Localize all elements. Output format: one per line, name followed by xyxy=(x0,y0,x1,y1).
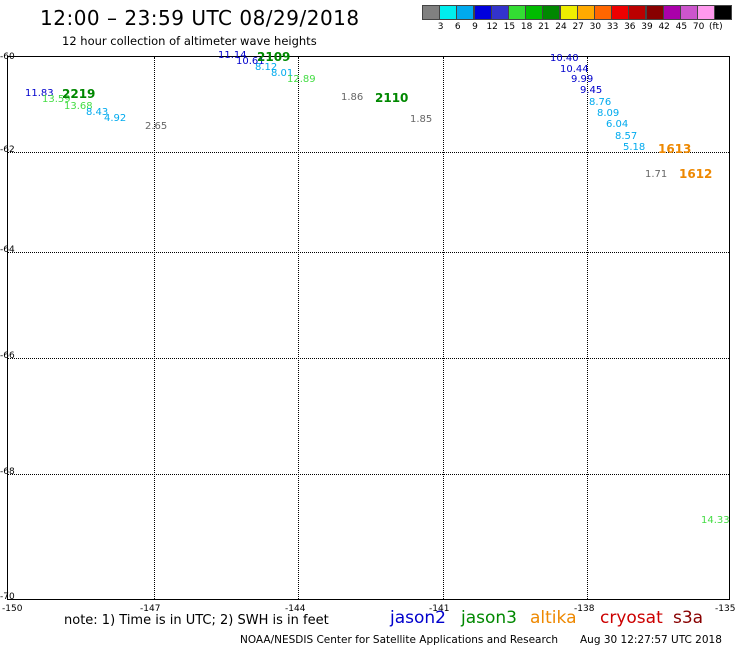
lon-label: -144 xyxy=(285,604,306,614)
legend-label: 70 xyxy=(692,22,705,32)
satellite-jason3: jason3 xyxy=(461,608,517,628)
swh-observation: 9.45 xyxy=(580,85,603,96)
legend-swatch xyxy=(490,5,509,20)
legend-label: 12 xyxy=(486,22,498,32)
swh-observation: 9.99 xyxy=(571,74,594,85)
grid-line-lon xyxy=(587,57,588,599)
swh-observation: 8.01 xyxy=(271,68,294,79)
lon-label: -138 xyxy=(574,604,595,614)
grid-line-lat xyxy=(8,152,729,153)
swh-observation: 1.86 xyxy=(341,92,364,103)
swh-observation: 8.43 xyxy=(86,107,109,118)
legend-label: 21 xyxy=(538,22,550,32)
legend-label: 42 xyxy=(658,22,670,32)
legend-label: 18 xyxy=(520,22,533,32)
legend-label: 45 xyxy=(675,22,688,32)
swh-observation: 8.76 xyxy=(589,97,612,108)
legend-label: 39 xyxy=(641,22,653,32)
swh-observation: 13.59 xyxy=(42,94,71,105)
page-title: 12:00 – 23:59 UTC 08/29/2018 xyxy=(40,6,360,30)
swh-observation: 5.18 xyxy=(623,142,646,153)
legend-swatch xyxy=(628,5,647,20)
map-frame xyxy=(7,56,730,600)
footer-note: note: 1) Time is in UTC; 2) SWH is in fe… xyxy=(64,613,329,628)
legend-swatch xyxy=(697,5,716,20)
lat-label: -68 xyxy=(0,467,15,477)
legend-label: 27 xyxy=(572,22,584,32)
legend-swatch xyxy=(508,5,526,20)
swh-observation: 14.33 xyxy=(701,515,730,526)
legend-label: 15 xyxy=(503,22,516,32)
swh-observation: 13.68 xyxy=(64,101,93,112)
swh-observation: 10.44 xyxy=(560,64,589,75)
satellite-cryosat: cryosat xyxy=(600,608,663,628)
swh-observation: 10.61 xyxy=(236,56,265,67)
pass-number: 2110 xyxy=(375,91,409,105)
legend-swatch xyxy=(662,5,681,20)
satellite-altika: altika xyxy=(530,608,577,628)
lat-label: -62 xyxy=(0,145,15,155)
swh-observation: 12.89 xyxy=(287,74,316,85)
legend-label: 36 xyxy=(624,22,636,32)
swh-observation: 1.71 xyxy=(645,169,668,180)
lat-label: -60 xyxy=(0,52,15,62)
legend-swatch xyxy=(525,5,544,20)
legend-label: 24 xyxy=(555,22,567,32)
lat-label: -64 xyxy=(0,245,15,255)
lon-label: -135 xyxy=(715,604,736,614)
satellite-jason2: jason2 xyxy=(390,608,446,628)
swh-observation: 11.14 xyxy=(218,50,247,61)
swh-observation: 11.83 xyxy=(25,88,54,99)
swh-observation: 8.12 xyxy=(255,62,278,73)
grid-line-lon xyxy=(154,57,155,599)
legend-swatch xyxy=(714,5,733,20)
legend-swatch xyxy=(456,5,475,20)
legend-swatch xyxy=(645,5,664,20)
legend-swatch xyxy=(439,5,458,20)
legend-label: 6 xyxy=(454,22,461,32)
pass-number: 1612 xyxy=(679,167,713,181)
swh-observation: 10.40 xyxy=(550,53,579,64)
lon-label: -147 xyxy=(140,604,161,614)
satellite-s3a: s3a xyxy=(673,608,704,628)
swh-observation: 1.85 xyxy=(410,114,433,125)
lon-label: -141 xyxy=(429,604,450,614)
pass-number: 1613 xyxy=(658,142,692,156)
legend-label: 33 xyxy=(606,22,619,32)
legend-swatch xyxy=(542,5,561,20)
timestamp: Aug 30 12:27:57 UTC 2018 xyxy=(580,634,722,646)
grid-line-lat xyxy=(8,474,729,475)
legend-swatch xyxy=(680,5,698,20)
swh-observation: 6.04 xyxy=(606,119,629,130)
grid-line-lat xyxy=(8,252,729,253)
legend-label: 9 xyxy=(472,22,478,32)
legend-swatch xyxy=(559,5,578,20)
swh-observation: 2.65 xyxy=(145,121,168,132)
legend-swatch xyxy=(594,5,612,20)
grid-line-lon xyxy=(298,57,299,599)
swh-observation: 4.92 xyxy=(104,113,127,124)
pass-number: 2109 xyxy=(257,50,291,64)
credit-line: NOAA/NESDIS Center for Satellite Applica… xyxy=(240,634,558,646)
grid-line-lon xyxy=(443,57,444,599)
legend-label: 3 xyxy=(437,22,444,32)
lat-label: -66 xyxy=(0,351,15,361)
page-subtitle: 12 hour collection of altimeter wave hei… xyxy=(62,34,317,48)
legend-label: (ft) xyxy=(709,22,723,32)
grid-line-lat xyxy=(8,358,729,359)
legend-swatch xyxy=(576,5,595,20)
legend-swatch xyxy=(611,5,630,20)
legend-label: 30 xyxy=(589,22,602,32)
lat-label: -70 xyxy=(0,592,15,602)
lon-label: -150 xyxy=(2,604,23,614)
swh-observation: 8.57 xyxy=(615,131,638,142)
swh-observation: 8.09 xyxy=(597,108,620,119)
legend-swatch xyxy=(422,5,440,20)
pass-number: 2219 xyxy=(62,87,96,101)
legend-swatch xyxy=(473,5,492,20)
